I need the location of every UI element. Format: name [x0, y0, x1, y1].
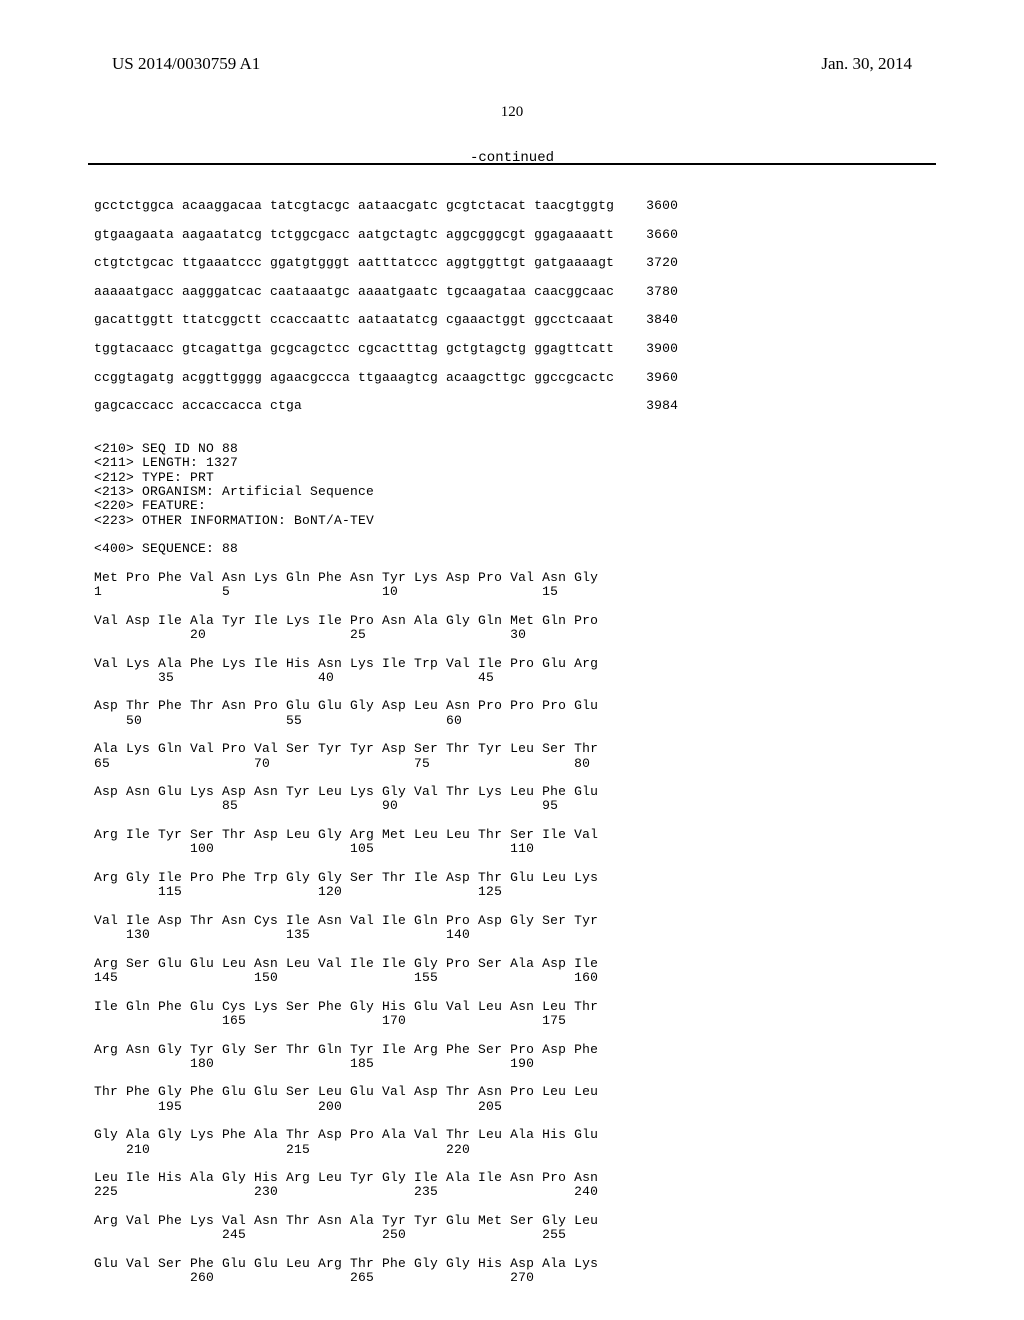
- page: US 2014/0030759 A1 Jan. 30, 2014 120 -co…: [0, 0, 1024, 1320]
- doc-date: Jan. 30, 2014: [821, 54, 912, 74]
- horizontal-rule: [88, 163, 936, 165]
- page-number: 120: [0, 104, 1024, 121]
- doc-id: US 2014/0030759 A1: [112, 54, 260, 74]
- sequence-listing: gcctctggca acaaggacaa tatcgtacgc aataacg…: [94, 199, 678, 1286]
